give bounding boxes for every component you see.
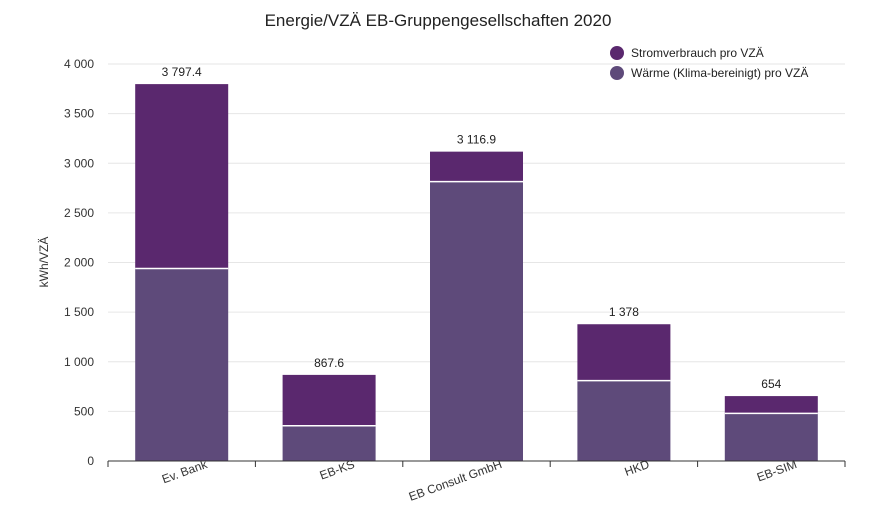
y-tick-label: 2 500 [64,206,94,220]
legend-marker-waerme [610,66,624,80]
bar-segment-waerme [282,425,376,461]
total-value-label: 654 [761,377,781,391]
total-labels: 3 797.4 867.6 3 116.9 1 378 654 [162,65,782,391]
y-tick-label: 3 500 [64,107,94,121]
y-tick-label: 1 000 [64,355,94,369]
legend-label-stromverbrauch: Stromverbrauch pro VZÄ [631,46,764,60]
y-tick-label: 0 [87,454,94,468]
total-value-label: 1 378 [609,305,639,319]
y-axis-label: kWh/VZÄ [37,237,51,288]
legend-label-waerme: Wärme (Klima-bereinigt) pro VZÄ [631,66,808,80]
y-tick-label: 2 000 [64,256,94,270]
legend-marker-stromverbrauch [610,46,624,60]
x-axis: Ev. Bank EB-KS EB Consult GmbH HKD EB-SIM [107,457,846,504]
bar-segment-stromverbrauch [577,324,671,381]
y-axis-ticks: 0 500 1 000 1 500 2 000 2 500 3 000 3 500 4 000 [64,57,94,468]
bar-segment-waerme [577,380,671,461]
y-tick-label: 3 000 [64,156,94,170]
total-value-label: 3 116.9 [457,133,496,147]
bar-segment-stromverbrauch [135,84,229,269]
y-tick-label: 1 500 [64,305,94,319]
x-tick-label: EB Consult GmbH [407,457,504,504]
bar-segment-waerme [430,181,523,461]
bar-segment-stromverbrauch [724,396,818,414]
total-value-label: 3 797.4 [162,65,202,79]
legend: Stromverbrauch pro VZÄ Wärme (Klima-bere… [610,46,808,80]
bar-segment-stromverbrauch [430,151,523,182]
bar-segment-waerme [135,268,229,461]
y-tick-label: 500 [74,404,94,418]
chart-title: Energie/VZÄ EB-Gruppengesellschaften 202… [265,11,612,30]
bar-segment-stromverbrauch [282,374,376,426]
bars [135,84,818,461]
bar-segment-waerme [724,413,818,461]
total-value-label: 867.6 [314,356,344,370]
y-tick-label: 4 000 [64,57,94,71]
